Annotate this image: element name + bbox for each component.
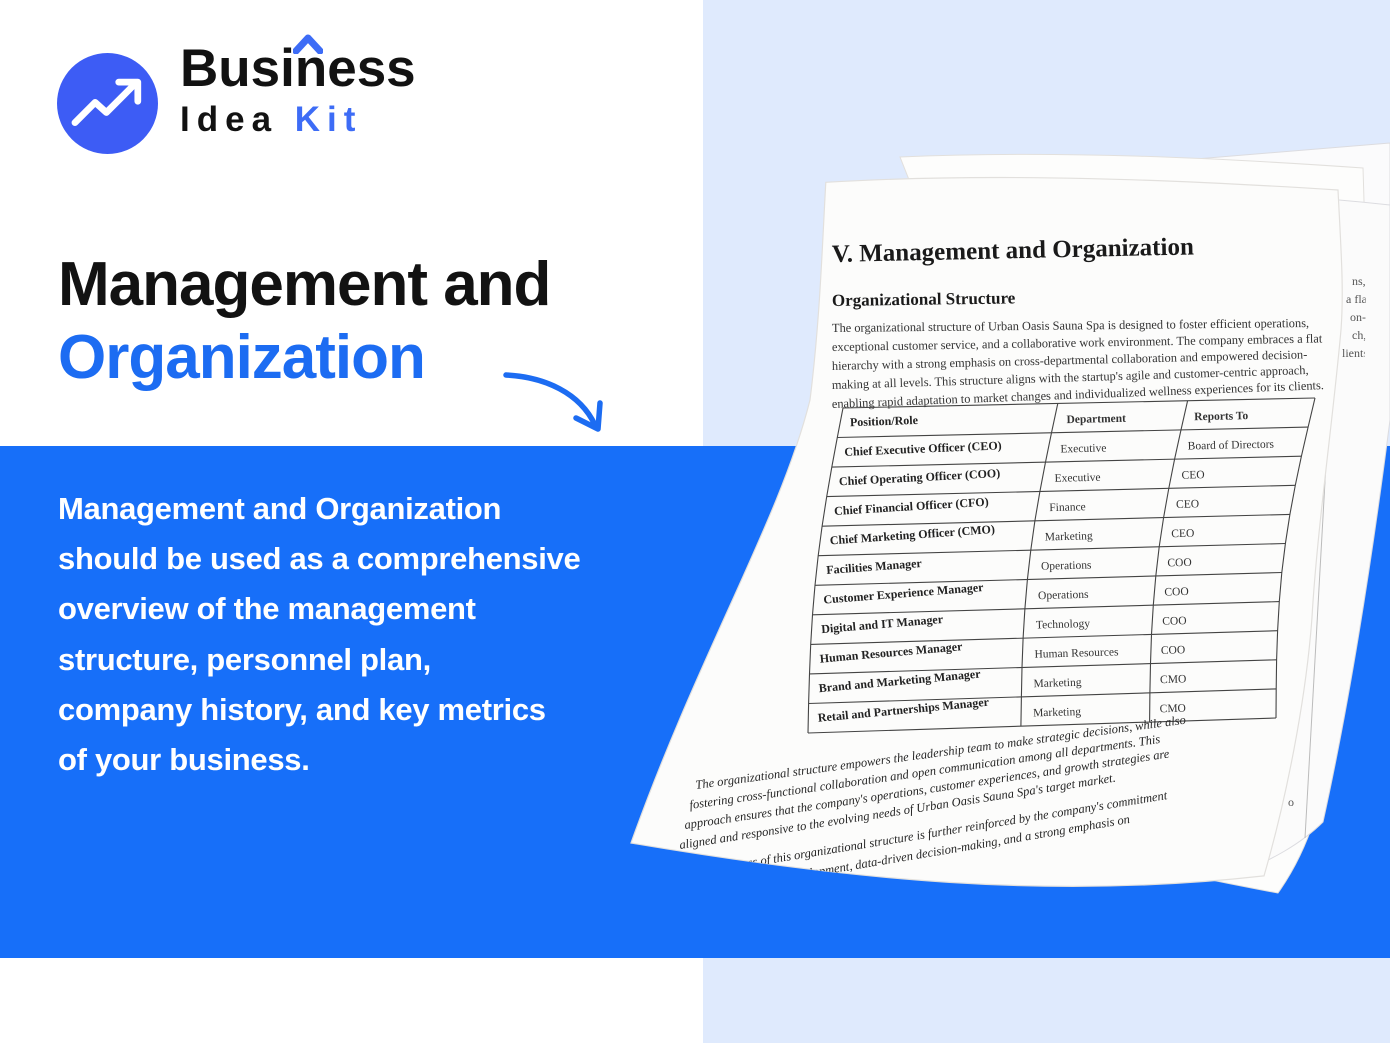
svg-text:CEO: CEO xyxy=(1171,528,1194,541)
svg-text:COO: COO xyxy=(1161,644,1186,657)
svg-text:Reports To: Reports To xyxy=(1194,410,1248,423)
svg-text:ch,: ch, xyxy=(1352,328,1366,342)
svg-text:o: o xyxy=(1288,795,1294,809)
svg-text:Human Resources: Human Resources xyxy=(1034,646,1119,660)
svg-text:CEO: CEO xyxy=(1181,469,1204,482)
svg-text:Executive: Executive xyxy=(1054,472,1100,485)
svg-text:COO: COO xyxy=(1162,615,1187,628)
svg-text:Position/Role: Position/Role xyxy=(850,413,919,429)
svg-text:on-: on- xyxy=(1350,310,1366,324)
svg-text:Operations: Operations xyxy=(1038,589,1089,602)
svg-text:Operations: Operations xyxy=(1041,559,1092,572)
svg-text:COO: COO xyxy=(1167,557,1192,570)
svg-text:CMO: CMO xyxy=(1160,673,1187,686)
svg-text:Finance: Finance xyxy=(1049,501,1086,514)
svg-text:Marketing: Marketing xyxy=(1045,530,1093,543)
svg-text:Department: Department xyxy=(1066,413,1126,426)
svg-text:Marketing: Marketing xyxy=(1033,706,1082,719)
svg-text:COO: COO xyxy=(1164,586,1189,599)
svg-text:Organizational Structure: Organizational Structure xyxy=(832,288,1016,310)
svg-text:Board of Directors: Board of Directors xyxy=(1188,439,1275,453)
svg-text:CEO: CEO xyxy=(1176,498,1199,511)
svg-text:ns,: ns, xyxy=(1352,274,1366,288)
svg-text:Marketing: Marketing xyxy=(1033,677,1081,690)
svg-text:Technology: Technology xyxy=(1036,618,1091,632)
svg-text:Executive: Executive xyxy=(1060,442,1106,455)
